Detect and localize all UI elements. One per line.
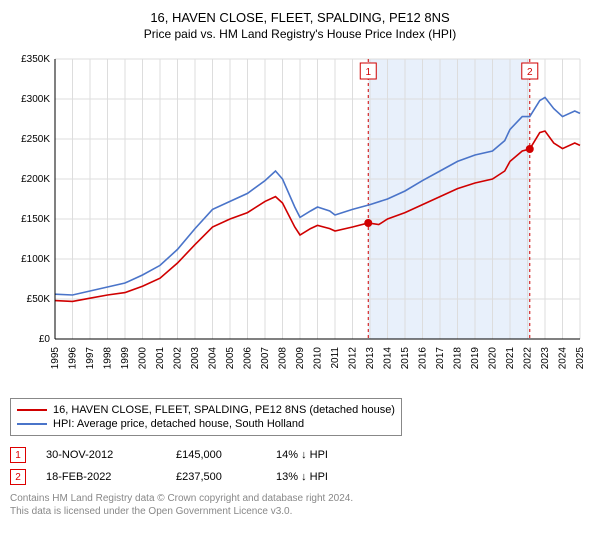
- sale-row: 2 18-FEB-2022 £237,500 13% ↓ HPI: [10, 466, 590, 488]
- footer-line-2: This data is licensed under the Open Gov…: [10, 505, 590, 518]
- svg-text:£150K: £150K: [21, 214, 50, 225]
- svg-text:2: 2: [527, 67, 533, 78]
- svg-text:2022: 2022: [523, 347, 534, 370]
- chart-svg: £0 £50K £100K £150K £200K £250K £300K £350K 1995…: [10, 49, 590, 389]
- page-title: 16, HAVEN CLOSE, FLEET, SPALDING, PE12 8…: [10, 10, 590, 25]
- svg-text:2009: 2009: [295, 347, 306, 370]
- sale-marker: 2: [10, 469, 26, 485]
- legend-item: HPI: Average price, detached house, Sout…: [17, 417, 395, 431]
- legend-box: 16, HAVEN CLOSE, FLEET, SPALDING, PE12 8…: [10, 398, 402, 436]
- legend-swatch: [17, 409, 47, 411]
- svg-text:£0: £0: [39, 334, 51, 345]
- svg-text:2012: 2012: [348, 347, 359, 370]
- svg-text:1: 1: [365, 67, 371, 78]
- sale-delta: 14% ↓ HPI: [276, 449, 328, 461]
- svg-text:2013: 2013: [365, 347, 376, 370]
- svg-text:2017: 2017: [435, 347, 446, 370]
- svg-text:£50K: £50K: [27, 294, 51, 305]
- sales-table: 1 30-NOV-2012 £145,000 14% ↓ HPI 2 18-FEB-202…: [10, 444, 590, 488]
- svg-text:2002: 2002: [173, 347, 184, 370]
- legend-label: 16, HAVEN CLOSE, FLEET, SPALDING, PE12 8…: [53, 404, 395, 416]
- svg-text:2025: 2025: [575, 347, 586, 370]
- sale-row: 1 30-NOV-2012 £145,000 14% ↓ HPI: [10, 444, 590, 466]
- legend-label: HPI: Average price, detached house, Sout…: [53, 418, 304, 430]
- svg-text:2018: 2018: [453, 347, 464, 370]
- svg-text:2005: 2005: [225, 347, 236, 370]
- svg-text:£200K: £200K: [21, 174, 50, 185]
- sale-marker: 1: [10, 447, 26, 463]
- svg-text:£250K: £250K: [21, 134, 50, 145]
- price-chart: £0 £50K £100K £150K £200K £250K £300K £350K 1995…: [10, 49, 590, 394]
- sale-date: 18-FEB-2022: [46, 471, 156, 483]
- svg-text:£300K: £300K: [21, 94, 50, 105]
- svg-text:2016: 2016: [418, 347, 429, 370]
- svg-text:1995: 1995: [50, 347, 61, 370]
- svg-text:2006: 2006: [243, 347, 254, 370]
- svg-text:1998: 1998: [103, 347, 114, 370]
- svg-text:2010: 2010: [313, 347, 324, 370]
- sale-price: £145,000: [176, 449, 256, 461]
- svg-text:2019: 2019: [470, 347, 481, 370]
- svg-text:1999: 1999: [120, 347, 131, 370]
- svg-text:2007: 2007: [260, 347, 271, 370]
- svg-text:2021: 2021: [505, 347, 516, 370]
- svg-text:1996: 1996: [68, 347, 79, 370]
- svg-text:2015: 2015: [400, 347, 411, 370]
- sale-price: £237,500: [176, 471, 256, 483]
- footer-line-1: Contains HM Land Registry data © Crown c…: [10, 492, 590, 505]
- footer-attribution: Contains HM Land Registry data © Crown c…: [10, 492, 590, 518]
- svg-text:2014: 2014: [383, 347, 394, 370]
- svg-text:£350K: £350K: [21, 54, 50, 65]
- svg-text:1997: 1997: [85, 347, 96, 370]
- svg-text:2020: 2020: [488, 347, 499, 370]
- svg-text:2004: 2004: [208, 347, 219, 370]
- sale-date: 30-NOV-2012: [46, 449, 156, 461]
- page-subtitle: Price paid vs. HM Land Registry's House …: [10, 27, 590, 41]
- svg-text:2008: 2008: [278, 347, 289, 370]
- svg-text:£100K: £100K: [21, 254, 50, 265]
- svg-text:2023: 2023: [540, 347, 551, 370]
- legend-swatch: [17, 423, 47, 425]
- svg-text:2000: 2000: [138, 347, 149, 370]
- legend-item: 16, HAVEN CLOSE, FLEET, SPALDING, PE12 8…: [17, 403, 395, 417]
- svg-text:2003: 2003: [190, 347, 201, 370]
- svg-text:2001: 2001: [155, 347, 166, 370]
- svg-text:2024: 2024: [558, 347, 569, 370]
- sale-delta: 13% ↓ HPI: [276, 471, 328, 483]
- svg-text:2011: 2011: [330, 347, 341, 369]
